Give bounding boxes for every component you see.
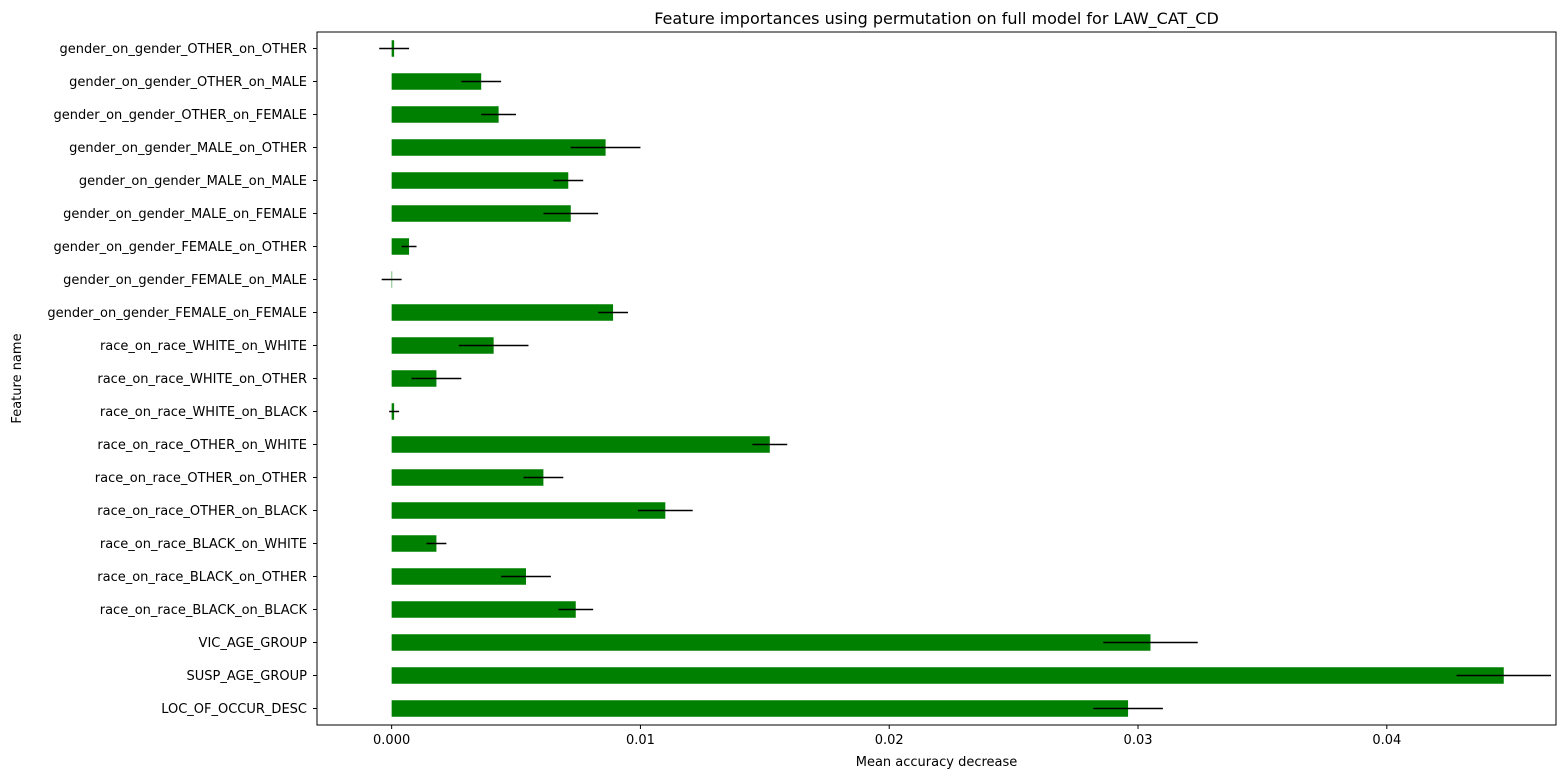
y-tick-label: gender_on_gender_OTHER_on_FEMALE bbox=[53, 108, 307, 123]
bar-race-on-race-white-on-white bbox=[391, 337, 494, 354]
y-tick-label: race_on_race_BLACK_on_WHITE bbox=[100, 537, 307, 552]
chart-title: Feature importances using permutation on… bbox=[654, 9, 1219, 29]
y-tick-label: race_on_race_WHITE_on_OTHER bbox=[97, 372, 307, 387]
x-tick-label: 0.03 bbox=[1124, 733, 1153, 748]
bar-gender-on-gender-male-on-female bbox=[391, 205, 571, 222]
y-tick-label: SUSP_AGE_GROUP bbox=[186, 669, 307, 684]
x-tick-label: 0.02 bbox=[875, 733, 904, 748]
bar-susp-age-group bbox=[391, 667, 1504, 684]
plot-frame bbox=[316, 31, 1557, 726]
x-tick-label: 0.04 bbox=[1372, 733, 1401, 748]
bar-race-on-race-other-on-other bbox=[391, 469, 544, 486]
y-axis: LOC_OF_OCCUR_DESC SUSP_AGE_GROUP VIC_AGE_G… bbox=[47, 42, 317, 717]
bar-race-on-race-black-on-black bbox=[391, 601, 576, 618]
bar-gender-on-gender-other-on-female bbox=[391, 106, 499, 123]
y-axis-title: Feature name bbox=[10, 333, 25, 423]
y-tick-label: race_on_race_OTHER_on_OTHER bbox=[95, 471, 307, 486]
y-tick-label: gender_on_gender_MALE_on_FEMALE bbox=[63, 207, 307, 222]
x-axis: 0.000 0.01 0.02 0.03 0.04 bbox=[373, 725, 1401, 748]
y-tick-label: gender_on_gender_OTHER_on_OTHER bbox=[60, 42, 307, 57]
bar-vic-age-group bbox=[391, 634, 1151, 651]
bar-gender-on-gender-female-on-other bbox=[391, 238, 410, 255]
y-tick-label: gender_on_gender_MALE_on_OTHER bbox=[69, 141, 307, 156]
bar-gender-on-gender-other-on-male bbox=[391, 73, 482, 90]
y-tick-label: gender_on_gender_MALE_on_MALE bbox=[79, 174, 307, 189]
y-tick-label: gender_on_gender_OTHER_on_MALE bbox=[69, 75, 307, 90]
y-tick-label: gender_on_gender_FEMALE_on_FEMALE bbox=[47, 306, 307, 321]
x-tick-label: 0.000 bbox=[373, 733, 410, 748]
bar-race-on-race-other-on-black bbox=[391, 502, 666, 519]
bar-race-on-race-black-on-other bbox=[391, 568, 526, 585]
errorbars-layer bbox=[379, 47, 1552, 710]
bar-gender-on-gender-female-on-female bbox=[391, 304, 614, 321]
x-axis-title: Mean accuracy decrease bbox=[856, 755, 1018, 770]
x-tick-label: 0.01 bbox=[626, 733, 655, 748]
y-tick-label: race_on_race_OTHER_on_BLACK bbox=[97, 504, 307, 519]
bar-gender-on-gender-male-on-other bbox=[391, 139, 606, 156]
y-tick-label: race_on_race_WHITE_on_WHITE bbox=[100, 339, 307, 354]
bar-loc-of-occur-desc bbox=[391, 700, 1129, 717]
bar-race-on-race-black-on-white bbox=[391, 535, 437, 552]
y-tick-label: race_on_race_OTHER_on_WHITE bbox=[97, 438, 307, 453]
y-tick-label: LOC_OF_OCCUR_DESC bbox=[161, 702, 307, 717]
bars-layer bbox=[391, 40, 1504, 717]
y-tick-label: race_on_race_BLACK_on_BLACK bbox=[100, 603, 308, 618]
bar-gender-on-gender-male-on-male bbox=[391, 172, 569, 189]
y-tick-label: race_on_race_BLACK_on_OTHER bbox=[97, 570, 307, 585]
y-tick-label: race_on_race_WHITE_on_BLACK bbox=[100, 405, 308, 420]
y-tick-label: gender_on_gender_FEMALE_on_OTHER bbox=[53, 240, 307, 255]
bar-race-on-race-other-on-white bbox=[391, 436, 770, 453]
y-tick-label: VIC_AGE_GROUP bbox=[199, 636, 308, 651]
y-tick-label: gender_on_gender_FEMALE_on_MALE bbox=[63, 273, 307, 288]
